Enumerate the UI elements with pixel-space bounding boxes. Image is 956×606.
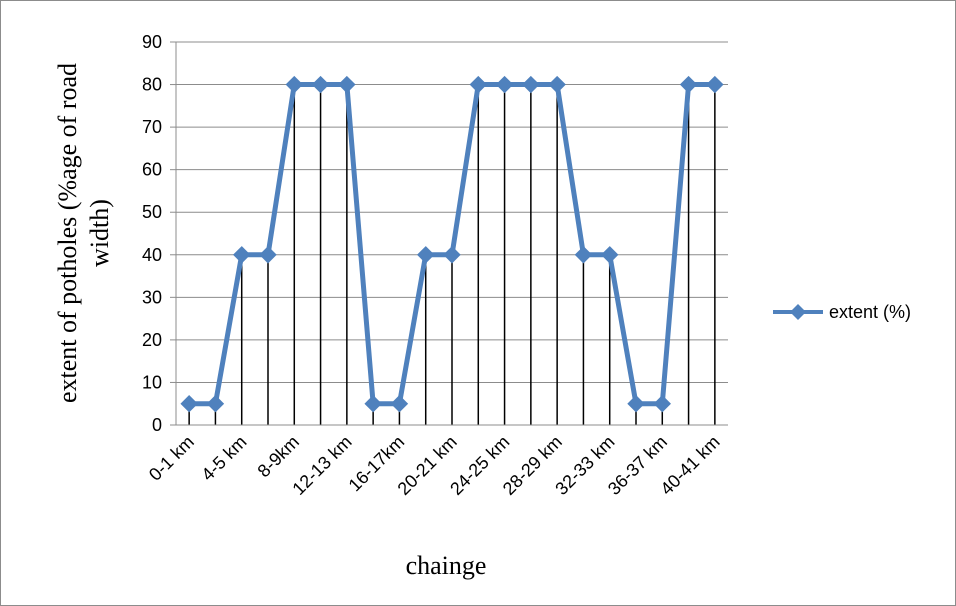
data-point	[338, 75, 356, 94]
data-point	[679, 75, 698, 94]
y-tick-label: 10	[142, 372, 162, 392]
y-axis-title-line: width)	[85, 199, 114, 267]
y-tick-label: 20	[142, 330, 162, 350]
legend-label: extent (%)	[829, 302, 911, 322]
y-tick-label: 40	[142, 245, 162, 265]
y-tick-label: 0	[152, 415, 162, 435]
data-point	[390, 395, 409, 413]
data-point	[495, 75, 514, 94]
data-point	[601, 246, 619, 264]
data-point	[311, 75, 330, 94]
data-point	[285, 75, 303, 94]
y-tick-label: 90	[142, 32, 162, 52]
x-axis-title: chainge	[406, 551, 487, 580]
y-tick-label: 50	[142, 202, 162, 222]
data-point	[706, 75, 724, 94]
data-point	[259, 246, 277, 264]
gridlines	[170, 41, 728, 426]
data-point	[180, 395, 198, 413]
data-point	[364, 395, 382, 413]
y-tick-label: 70	[142, 117, 162, 137]
data-point	[206, 395, 225, 413]
data-point	[574, 246, 593, 264]
data-point	[548, 75, 566, 94]
y-axis-title: extent of potholes (%age of road width)	[53, 63, 114, 403]
legend: extent (%)	[773, 302, 911, 322]
series-extent	[180, 75, 724, 413]
y-axis-title-group: extent of potholes (%age of road width)	[53, 63, 114, 403]
data-point	[417, 246, 435, 264]
data-point	[522, 75, 540, 94]
x-tick-label: 4-5 km	[197, 432, 250, 485]
legend-marker	[790, 304, 806, 320]
drop-lines	[188, 84, 716, 425]
y-tick-labels: 0 10 20 30 40 50 60 70 80 90	[142, 32, 162, 435]
y-tick-label: 80	[142, 75, 162, 95]
x-tick-label: 8-9km	[254, 432, 304, 482]
data-point	[653, 395, 671, 413]
data-point	[443, 246, 461, 264]
y-tick-label: 60	[142, 160, 162, 180]
data-point	[233, 246, 251, 264]
data-point	[469, 75, 487, 94]
data-point	[627, 395, 645, 413]
y-axis-title-line: extent of potholes (%age of road	[53, 63, 82, 403]
axes	[175, 42, 728, 426]
x-tick-label: 0-1 km	[145, 432, 198, 485]
y-tick-label: 30	[142, 287, 162, 307]
